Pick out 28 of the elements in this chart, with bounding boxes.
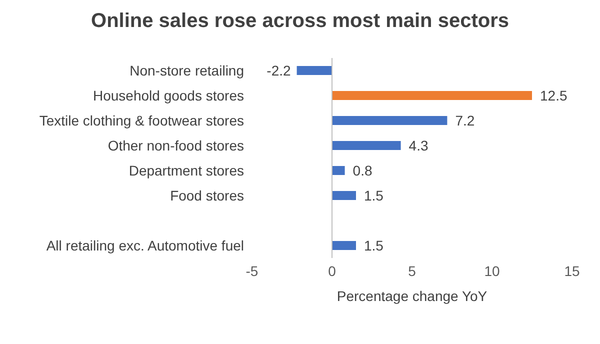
data-label: -2.2 xyxy=(266,62,292,78)
data-label: 1.5 xyxy=(364,237,384,254)
bar xyxy=(332,91,532,100)
y-tick-label: Household goods stores xyxy=(93,87,244,104)
x-tick-label: 0 xyxy=(328,262,336,279)
bar xyxy=(296,66,332,75)
chart-title: Online sales rose across most main sectors xyxy=(90,10,510,34)
x-tick-label: 10 xyxy=(484,262,500,279)
bar xyxy=(332,116,448,125)
x-tick-label: -5 xyxy=(246,262,258,279)
bar xyxy=(332,191,356,200)
y-tick-label: Department stores xyxy=(128,162,244,178)
y-tick-label: All retailing exc. Automotive fuel xyxy=(46,237,244,254)
y-tick-label: Other non-food stores xyxy=(108,137,244,154)
y-tick-label: Food stores xyxy=(170,187,244,204)
bar xyxy=(332,241,356,250)
data-label: 12.5 xyxy=(540,87,568,104)
data-label: 7.2 xyxy=(455,112,475,128)
data-label: 1.5 xyxy=(364,187,384,204)
x-axis-title: Percentage change YoY xyxy=(336,288,488,304)
data-label: 4.3 xyxy=(408,137,428,154)
x-tick-label: 5 xyxy=(408,262,416,279)
x-tick-label: 15 xyxy=(564,262,580,279)
y-tick-label: Non-store retailing xyxy=(130,62,244,78)
bar xyxy=(332,141,401,150)
bar xyxy=(332,166,345,175)
y-tick-label: Textile clothing & footwear stores xyxy=(39,112,244,128)
data-label: 0.8 xyxy=(352,162,372,178)
